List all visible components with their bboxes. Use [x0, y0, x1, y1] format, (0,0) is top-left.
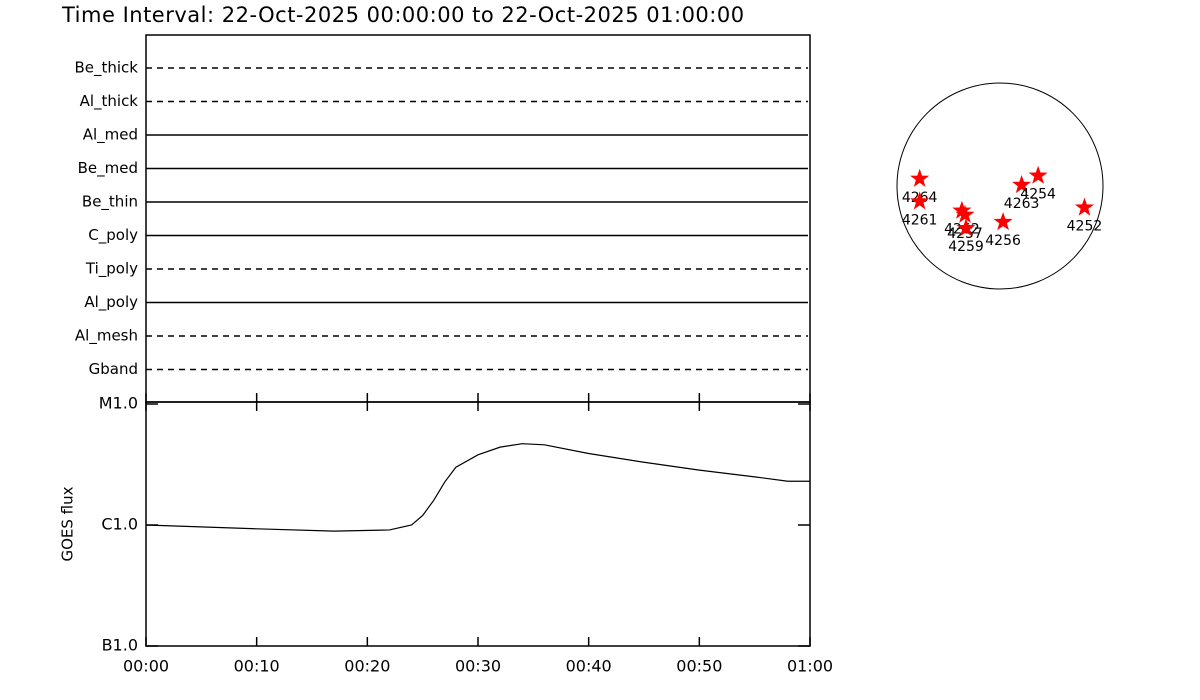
x-tick-label: 00:40: [566, 657, 612, 676]
x-tick-label: 00:50: [676, 657, 722, 676]
x-tick-label: 00:20: [344, 657, 390, 676]
active-region-label: 4261: [902, 212, 938, 228]
y-tick-label: B1.0: [102, 636, 138, 655]
active-region-label: 4256: [985, 233, 1021, 249]
filter-label: Be_thin: [82, 193, 138, 212]
active-region-star: [1028, 165, 1048, 184]
active-region-label: 4252: [1067, 219, 1103, 235]
active-region-star: [993, 212, 1013, 231]
goes-panel-frame: [145, 401, 811, 647]
active-region-star: [910, 168, 930, 187]
x-tick-label: 00:00: [123, 657, 169, 676]
active-region-star: [956, 218, 976, 237]
active-region-label: 4257: [947, 226, 983, 242]
y-tick-label: M1.0: [99, 394, 138, 413]
active-region-label: 4254: [1020, 187, 1056, 203]
y-axis-label: GOES flux: [59, 486, 77, 561]
filter-label: C_poly: [88, 226, 138, 245]
active-region-star: [1012, 175, 1032, 194]
y-tick-label: C1.0: [101, 515, 138, 534]
active-region-star: [1074, 197, 1094, 216]
filter-label: Be_thick: [74, 59, 138, 78]
x-tick-label: 00:30: [455, 657, 501, 676]
active-region-star: [910, 191, 930, 210]
filter-label: Al_poly: [84, 293, 138, 312]
active-region-label: 4259: [948, 239, 984, 255]
chart-title: Time Interval: 22-Oct-2025 00:00:00 to 2…: [61, 3, 745, 27]
filter-label: Al_mesh: [75, 327, 138, 346]
filter-label: Al_thick: [80, 92, 139, 111]
active-region-star: [952, 200, 972, 219]
solar-disk: [896, 82, 1104, 290]
filter-label: Be_med: [78, 159, 138, 178]
x-tick-label: 00:10: [234, 657, 280, 676]
filter-label: Ti_poly: [85, 260, 138, 279]
filter-label: Al_med: [83, 126, 138, 145]
filter-panel-frame: [145, 34, 811, 403]
x-tick-label: 01:00: [787, 657, 833, 676]
active-region-star: [955, 204, 975, 223]
active-region-label: 4263: [1004, 196, 1040, 212]
goes-flux-line: [145, 443, 810, 532]
filter-label: Gband: [89, 360, 138, 378]
